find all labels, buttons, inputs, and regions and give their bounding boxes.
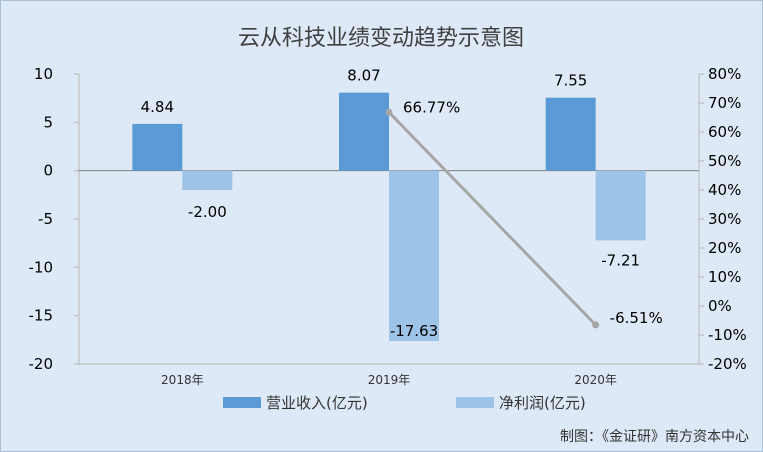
left-tick-label: 5 (43, 113, 53, 131)
net-profit-data-label: -2.00 (188, 203, 227, 221)
growth-line (387, 111, 597, 326)
legend-label-revenue: 营业收入(亿元) (266, 394, 368, 412)
left-tick-label: 10 (34, 65, 53, 83)
left-tick-label: -15 (29, 307, 54, 325)
revenue-data-label: 7.55 (554, 72, 587, 90)
legend: 营业收入(亿元) 净利润(亿元) (223, 394, 586, 412)
right-tick-label: 0% (708, 297, 732, 315)
left-tick-label: -20 (29, 355, 54, 373)
legend-swatch-net-profit (456, 397, 494, 408)
right-tick-label: -20% (708, 355, 747, 373)
right-tick-label: 40% (708, 181, 741, 199)
revenue-data-label: 4.84 (141, 98, 174, 116)
legend-label-net-profit: 净利润(亿元) (499, 394, 586, 412)
growth-point (592, 321, 600, 329)
x-tick-label: 2018年 (161, 373, 204, 387)
x-tick-label: 2019年 (368, 373, 411, 387)
revenue-bar (339, 92, 389, 171)
revenue-bar (132, 123, 183, 171)
right-tick-label: -10% (708, 326, 747, 344)
credit-text: 制图：《金证研》南方资本中心 (560, 429, 749, 445)
right-tick-label: 50% (708, 152, 741, 170)
right-tick-label: 80% (708, 65, 741, 83)
net-profit-bar (182, 170, 233, 190)
right-tick-label: 10% (708, 268, 741, 286)
net-profit-data-label: -7.21 (601, 251, 640, 269)
x-tick-label: 2020年 (574, 373, 617, 387)
right-tick-label: 30% (708, 210, 741, 228)
legend-swatch-revenue (223, 397, 261, 408)
revenue-bar (545, 97, 596, 171)
net-profit-bar (595, 170, 646, 241)
left-tick-label: -10 (29, 258, 54, 276)
revenue-data-label: 8.07 (347, 67, 380, 85)
growth-point (385, 108, 393, 116)
right-tick-label: 70% (708, 94, 741, 112)
net-profit-data-label: -17.63 (390, 322, 438, 340)
net-profit-bar (389, 170, 439, 342)
growth-data-label: -6.51% (610, 309, 663, 327)
growth-data-label: 66.77% (403, 98, 460, 116)
plot-area: 10 5 0 -5 -10 -15 -20 80% 70% 60% 50% 40% 30% 20% 10% 0… (29, 65, 747, 387)
left-tick-label: 0 (43, 162, 53, 180)
left-tick-label: -5 (38, 210, 53, 228)
right-tick-label: 60% (708, 123, 741, 141)
chart-title: 云从科技业绩变动趋势示意图 (238, 26, 524, 51)
right-tick-label: 20% (708, 239, 741, 257)
